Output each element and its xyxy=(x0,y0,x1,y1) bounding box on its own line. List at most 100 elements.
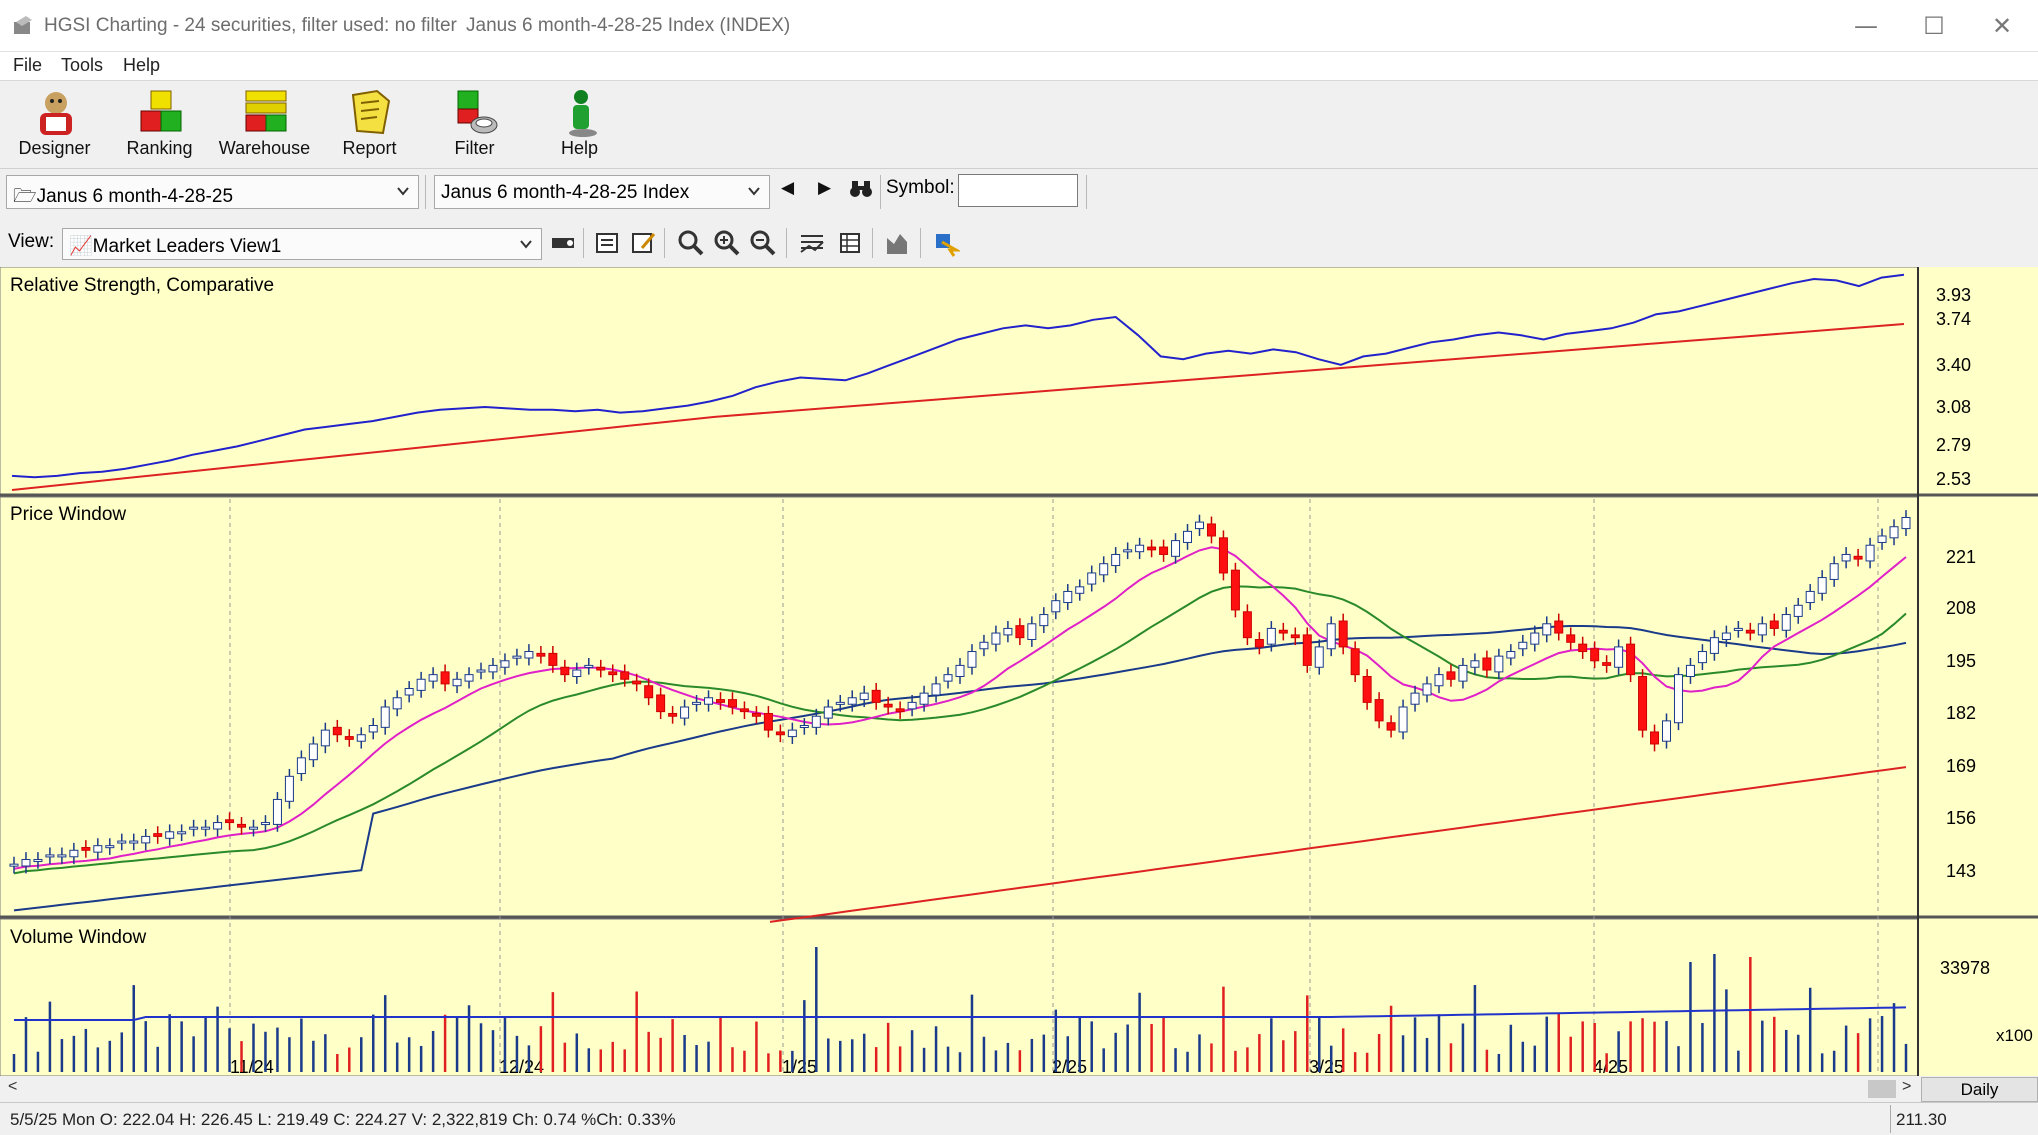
arrow-tool-icon[interactable] xyxy=(930,228,960,258)
candle-body xyxy=(1015,625,1025,639)
candle-body xyxy=(464,674,474,682)
main-toolbar: Designer Ranking Warehouse Re xyxy=(0,80,2038,169)
scroll-left-icon[interactable]: < xyxy=(8,1078,18,1095)
candle-body xyxy=(1027,623,1037,641)
candle-body xyxy=(859,692,869,701)
candle-body xyxy=(1769,620,1779,629)
candle-body xyxy=(45,854,55,858)
candle-body xyxy=(943,674,953,682)
security-combo[interactable]: Janus 6 month-4-28-25 Index xyxy=(434,175,770,209)
candle-body xyxy=(141,835,151,844)
indicators-icon[interactable] xyxy=(797,228,827,258)
ranking-button[interactable]: Ranking xyxy=(107,81,212,169)
binoculars-icon[interactable] xyxy=(849,178,873,200)
designer-button[interactable]: Designer xyxy=(2,81,107,169)
candle-body xyxy=(296,757,306,775)
candle-body xyxy=(93,845,103,853)
view-combo[interactable]: 📈Market Leaders View1 xyxy=(62,228,542,260)
chart-svg[interactable]: Relative Strength, Comparative Price Win… xyxy=(0,267,2038,1076)
candle-body xyxy=(1566,634,1576,643)
view-label: View: xyxy=(8,231,55,252)
rs-lines xyxy=(11,273,1905,491)
view-combo-text: 📈Market Leaders View1 xyxy=(69,236,282,257)
report-button[interactable]: Report xyxy=(317,81,422,169)
maximize-button[interactable]: ☐ xyxy=(1900,0,1968,52)
candle-body xyxy=(1338,620,1348,648)
menu-file[interactable]: File xyxy=(13,55,43,75)
next-arrow-icon[interactable]: ▶ xyxy=(818,178,832,197)
candle-body xyxy=(368,724,378,733)
close-button[interactable]: ✕ xyxy=(1968,0,2036,52)
minimize-button[interactable]: — xyxy=(1832,0,1900,52)
chart-type-icon[interactable] xyxy=(882,228,912,258)
candle-body xyxy=(1506,651,1516,659)
filter-button[interactable]: Filter xyxy=(422,81,527,169)
list-combo[interactable]: 🗁Janus 6 month-4-28-25 xyxy=(6,175,419,209)
period-button[interactable]: Daily xyxy=(1921,1077,2038,1102)
candle-body xyxy=(871,689,881,703)
candle-body xyxy=(272,798,282,825)
candle-body xyxy=(1530,632,1540,645)
candle-body xyxy=(1685,664,1695,677)
menu-tools[interactable]: Tools xyxy=(61,55,104,75)
candle-body xyxy=(716,699,726,703)
chevron-down-icon xyxy=(748,187,760,196)
help-label: Help xyxy=(560,138,599,158)
maximize-icon: ☐ xyxy=(1923,12,1945,40)
candle-body xyxy=(1230,569,1240,611)
help-icon xyxy=(569,90,597,137)
candle-body xyxy=(1542,623,1552,636)
separator xyxy=(425,175,426,209)
zoom-in-icon[interactable] xyxy=(712,228,742,258)
candle-body xyxy=(668,712,678,717)
candle-body xyxy=(1302,634,1312,666)
candle-body xyxy=(1194,521,1204,530)
candle-body xyxy=(704,697,714,705)
menu-help[interactable]: Help xyxy=(123,55,161,75)
candle-body xyxy=(1554,620,1564,634)
volume-tick-label: 33978 xyxy=(1940,958,1990,978)
symbol-input[interactable] xyxy=(958,174,1078,207)
candle-body xyxy=(1518,641,1528,650)
candle-body xyxy=(1590,648,1600,662)
candle-body xyxy=(1757,623,1767,636)
scroll-right-icon[interactable]: > xyxy=(1902,1078,1912,1095)
price-axis: 221 208 195 182 169 156 143 xyxy=(1946,547,1976,881)
candle-body xyxy=(1733,627,1743,631)
zoom-out-icon[interactable] xyxy=(748,228,778,258)
previous-arrow-icon[interactable]: ◀ xyxy=(781,178,795,197)
warehouse-button[interactable]: Warehouse xyxy=(212,81,317,169)
candle-body xyxy=(1123,549,1133,553)
candle-body xyxy=(1374,699,1384,722)
candle-body xyxy=(1206,523,1216,537)
candle-body xyxy=(1254,639,1264,648)
candle-body xyxy=(105,845,115,849)
candle-body xyxy=(344,736,354,740)
candle-body xyxy=(1159,546,1169,555)
x-tick-label: 1/25 xyxy=(782,1057,817,1076)
edit-icon[interactable] xyxy=(628,228,658,258)
candle-body xyxy=(1721,632,1731,641)
rs-tick-label: 3.93 xyxy=(1936,285,1971,305)
symbol-label: Symbol: xyxy=(886,177,955,198)
properties-icon[interactable] xyxy=(592,228,622,258)
help-button[interactable]: Help xyxy=(527,81,632,169)
candle-body xyxy=(656,694,666,713)
candle-body xyxy=(177,831,187,835)
candle-body xyxy=(213,822,223,830)
candle-body xyxy=(1290,634,1300,639)
view-save-icon[interactable] xyxy=(548,228,578,258)
chart-area[interactable]: Relative Strength, Comparative Price Win… xyxy=(0,267,2038,1076)
data-table-icon[interactable] xyxy=(835,228,865,258)
zoom-icon[interactable] xyxy=(676,228,706,258)
candle-body xyxy=(1841,553,1851,562)
candle-body xyxy=(1662,720,1672,742)
scroll-thumb[interactable] xyxy=(1868,1080,1896,1098)
candle-body xyxy=(524,651,534,659)
horizontal-scrollbar[interactable]: < > xyxy=(0,1076,2038,1102)
window-document: Janus 6 month-4-28-25 Index (INDEX) xyxy=(466,15,791,36)
filter-icon xyxy=(457,90,498,134)
candle-body xyxy=(1087,572,1097,585)
volume-bars xyxy=(12,947,1908,1072)
x-tick-label: 2/25 xyxy=(1052,1057,1087,1076)
